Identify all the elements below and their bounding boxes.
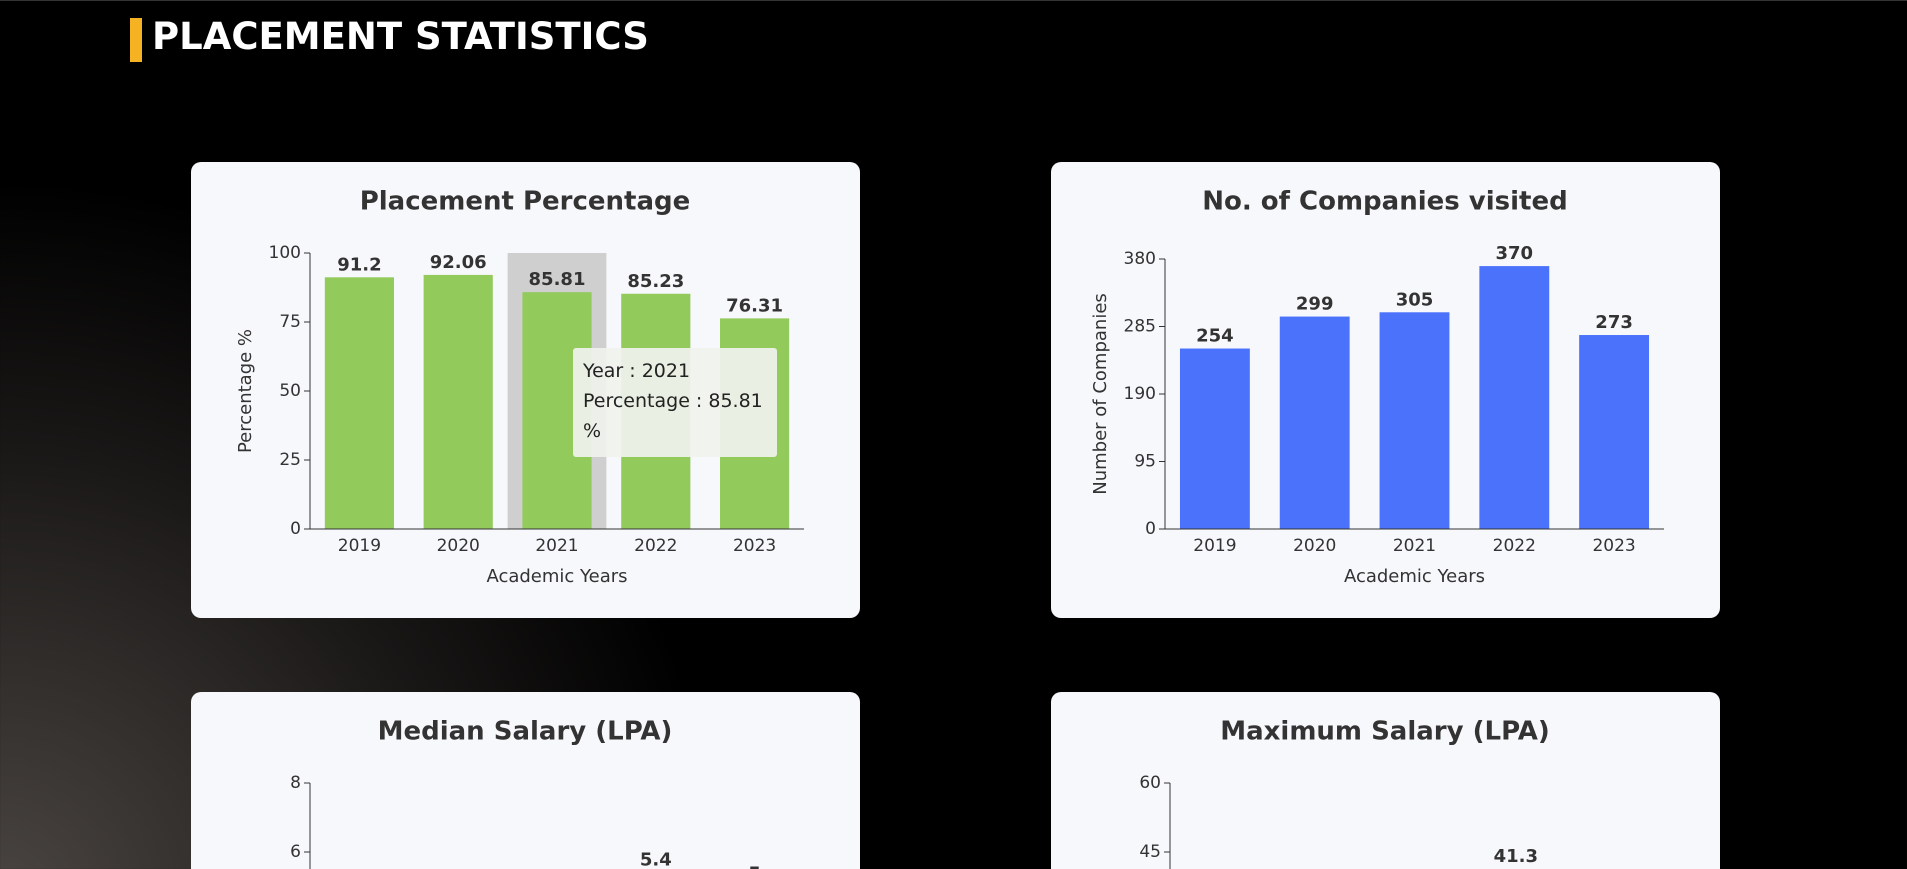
y-tick-label: 60 — [1139, 773, 1161, 793]
x-tick-label: 2020 — [437, 536, 480, 556]
bar — [1579, 335, 1650, 529]
value-label: 254 — [1196, 326, 1234, 347]
x-axis-label: Academic Years — [1344, 566, 1485, 587]
x-axis-label: Academic Years — [486, 566, 627, 587]
x-tick-label: 2021 — [1393, 536, 1436, 556]
x-tick-label: 2022 — [634, 536, 677, 556]
tooltip-line: Percentage : 85.81 % — [583, 390, 763, 442]
y-tick-label: 45 — [1139, 842, 1161, 862]
x-tick-label: 2022 — [1493, 536, 1536, 556]
chart-title: Maximum Salary (LPA) — [1220, 717, 1550, 747]
y-tick-label: 0 — [290, 519, 301, 539]
value-label: 5.4 — [640, 850, 672, 869]
x-tick-label: 2023 — [733, 536, 776, 556]
value-label: 85.23 — [627, 271, 684, 292]
x-tick-label: 2023 — [1592, 536, 1635, 556]
y-tick-label: 380 — [1124, 249, 1156, 269]
x-tick-label: 2021 — [535, 536, 578, 556]
chart-card: Placement Percentage 0 25 50 75 100 2019 91.2 20… — [191, 162, 860, 618]
bar — [324, 277, 394, 529]
bar — [1179, 348, 1250, 529]
y-tick-label: 75 — [279, 312, 301, 332]
value-label: 305 — [1396, 289, 1434, 310]
bar — [423, 274, 493, 529]
y-tick-label: 6 — [290, 842, 301, 862]
value-label: 5 — [748, 864, 761, 869]
x-tick-label: 2020 — [1293, 536, 1336, 556]
y-tick-label: 95 — [1134, 452, 1156, 472]
x-tick-label: 2019 — [338, 536, 381, 556]
header: PLACEMENT STATISTICS — [0, 0, 1907, 90]
bar — [1279, 316, 1350, 529]
chart: Maximum Salary (LPA)01530456041.3 — [1139, 717, 1550, 869]
chart: Median Salary (LPA)024685.45 — [290, 717, 761, 869]
y-tick-label: 190 — [1124, 384, 1156, 404]
value-label: 370 — [1496, 243, 1534, 264]
chart-title: Median Salary (LPA) — [378, 717, 673, 747]
page-title: PLACEMENT STATISTICS — [152, 15, 649, 58]
chart: No. of Companies visited 0 95 190 285 380 2019… — [1090, 187, 1664, 587]
chart-card: No. of Companies visited 0 95 190 285 380 2019… — [1051, 162, 1720, 618]
y-tick-label: 285 — [1124, 317, 1156, 337]
value-label: 76.31 — [726, 295, 783, 316]
value-label: 92.06 — [430, 252, 487, 273]
y-tick-label: 25 — [279, 450, 301, 470]
value-label: 41.3 — [1494, 846, 1538, 867]
chart-title: Placement Percentage — [360, 187, 691, 217]
bar — [1379, 312, 1450, 529]
bar — [1479, 266, 1550, 529]
y-tick-label: 50 — [279, 381, 301, 401]
chart-card: Median Salary (LPA)024685.45 — [191, 692, 860, 869]
value-label: 85.81 — [529, 269, 586, 290]
y-tick-label: 100 — [269, 243, 301, 263]
tooltip: Year : 2021 Percentage : 85.81 % — [573, 348, 777, 457]
value-label: 299 — [1296, 294, 1334, 315]
y-axis-label: Number of Companies — [1090, 293, 1111, 495]
chart-card: Maximum Salary (LPA)01530456041.3 — [1051, 692, 1720, 869]
value-label: 273 — [1595, 312, 1633, 333]
value-label: 91.2 — [337, 254, 381, 275]
y-tick-label: 8 — [290, 773, 301, 793]
y-tick-label: 0 — [1145, 519, 1156, 539]
chart-title: No. of Companies visited — [1202, 187, 1567, 217]
x-tick-label: 2019 — [1193, 536, 1236, 556]
accent-bar — [130, 18, 142, 62]
tooltip-line: Year : 2021 — [583, 360, 691, 382]
y-axis-label: Percentage % — [235, 329, 256, 453]
